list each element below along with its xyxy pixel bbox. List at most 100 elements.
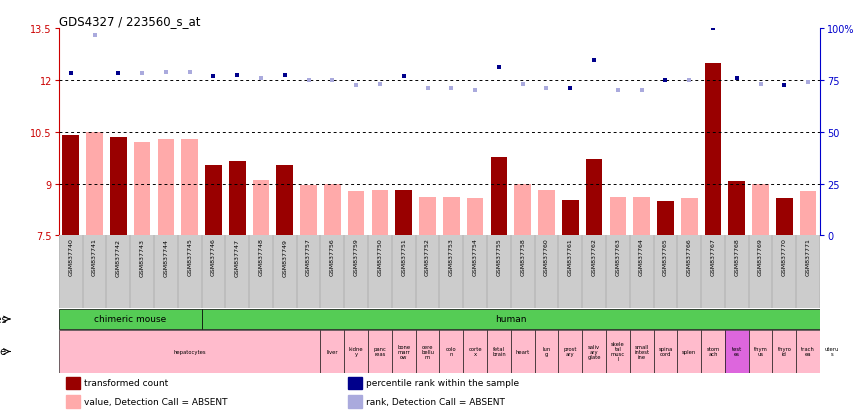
Bar — [677, 330, 701, 373]
Text: GSM837769: GSM837769 — [758, 238, 763, 276]
Text: fetal
brain: fetal brain — [492, 347, 506, 356]
Text: corte
x: corte x — [468, 347, 482, 356]
Text: stom
ach: stom ach — [707, 347, 720, 356]
Bar — [443, 197, 459, 236]
Text: skele
tal
musc
l: skele tal musc l — [611, 342, 625, 362]
Bar — [633, 197, 650, 236]
Text: GSM837764: GSM837764 — [639, 238, 644, 276]
Text: rank, Detection Call = ABSENT: rank, Detection Call = ABSENT — [366, 397, 504, 406]
Text: chimeric mouse: chimeric mouse — [94, 315, 166, 324]
Text: lun
g: lun g — [542, 347, 551, 356]
Text: GSM837766: GSM837766 — [687, 238, 692, 275]
Bar — [535, 330, 559, 373]
Bar — [395, 190, 412, 236]
Text: human: human — [495, 315, 527, 324]
Text: test
es: test es — [732, 347, 742, 356]
Bar — [490, 157, 507, 236]
Text: GSM837747: GSM837747 — [234, 238, 240, 276]
Text: saliv
ary
glate: saliv ary glate — [587, 344, 601, 359]
Bar — [538, 190, 554, 236]
Bar — [728, 181, 745, 236]
Bar — [348, 395, 362, 408]
Bar — [725, 330, 748, 373]
Text: GSM837742: GSM837742 — [116, 238, 121, 276]
Bar — [681, 199, 697, 236]
Bar — [324, 184, 341, 236]
Bar — [344, 330, 368, 373]
Bar — [202, 309, 820, 329]
Bar — [630, 330, 654, 373]
Bar — [416, 330, 439, 373]
Bar — [253, 180, 269, 236]
Bar — [748, 330, 772, 373]
Text: GSM837756: GSM837756 — [330, 238, 335, 275]
Text: GSM837749: GSM837749 — [282, 238, 287, 276]
Bar — [606, 330, 630, 373]
Text: GSM837743: GSM837743 — [139, 238, 144, 276]
Bar — [439, 330, 464, 373]
Bar — [110, 138, 126, 236]
Text: GSM837746: GSM837746 — [211, 238, 216, 276]
Text: value, Detection Call = ABSENT: value, Detection Call = ABSENT — [84, 397, 227, 406]
Text: panc
reas: panc reas — [374, 347, 387, 356]
Bar — [67, 377, 80, 389]
Text: colo
n: colo n — [446, 347, 457, 356]
Bar — [753, 184, 769, 236]
Text: GSM837757: GSM837757 — [306, 238, 311, 276]
Text: trach
ea: trach ea — [801, 347, 815, 356]
Bar — [229, 161, 246, 236]
Text: GSM837765: GSM837765 — [663, 238, 668, 275]
Text: splen: splen — [682, 349, 696, 354]
Bar — [559, 330, 582, 373]
Text: GSM837758: GSM837758 — [520, 238, 525, 275]
Text: GSM837745: GSM837745 — [187, 238, 192, 276]
Bar — [368, 330, 392, 373]
Text: thyro
id: thyro id — [778, 347, 791, 356]
Text: GSM837770: GSM837770 — [782, 238, 787, 276]
Text: kidne
y: kidne y — [349, 347, 363, 356]
Text: spina
cord: spina cord — [658, 347, 672, 356]
Bar — [586, 159, 602, 236]
Bar — [67, 395, 80, 408]
Text: prost
ary: prost ary — [563, 347, 577, 356]
Text: small
intest
ine: small intest ine — [634, 344, 649, 359]
Bar — [348, 377, 362, 389]
Text: bone
marr
ow: bone marr ow — [397, 344, 410, 359]
Text: GSM837754: GSM837754 — [472, 238, 477, 276]
Bar — [800, 192, 817, 236]
Bar — [610, 197, 626, 236]
Bar — [62, 136, 79, 236]
Bar — [467, 199, 484, 236]
Text: GSM837771: GSM837771 — [805, 238, 811, 276]
Text: GSM837753: GSM837753 — [449, 238, 454, 276]
Text: GDS4327 / 223560_s_at: GDS4327 / 223560_s_at — [59, 15, 201, 28]
Bar — [300, 186, 317, 236]
Bar — [182, 140, 198, 236]
Bar — [392, 330, 416, 373]
Bar — [205, 165, 221, 236]
Text: GSM837744: GSM837744 — [163, 238, 169, 276]
Bar — [464, 330, 487, 373]
Bar — [654, 330, 677, 373]
Text: tissue: tissue — [0, 347, 7, 356]
Bar — [59, 309, 202, 329]
Bar — [86, 132, 103, 236]
Text: GSM837752: GSM837752 — [425, 238, 430, 276]
Bar — [772, 330, 796, 373]
Text: percentile rank within the sample: percentile rank within the sample — [366, 379, 519, 387]
Text: GSM837740: GSM837740 — [68, 238, 74, 276]
Bar — [705, 63, 721, 236]
Text: uteru
s: uteru s — [824, 347, 839, 356]
Text: hepatocytes: hepatocytes — [173, 349, 206, 354]
Bar — [157, 140, 174, 236]
Bar — [59, 330, 320, 373]
Text: GSM837761: GSM837761 — [567, 238, 573, 275]
Bar — [348, 192, 364, 236]
Text: transformed count: transformed count — [84, 379, 168, 387]
Bar — [420, 197, 436, 236]
Bar — [582, 330, 605, 373]
Bar — [372, 190, 388, 236]
Text: GSM837755: GSM837755 — [497, 238, 502, 275]
Bar — [277, 165, 293, 236]
Text: GSM837767: GSM837767 — [710, 238, 715, 276]
